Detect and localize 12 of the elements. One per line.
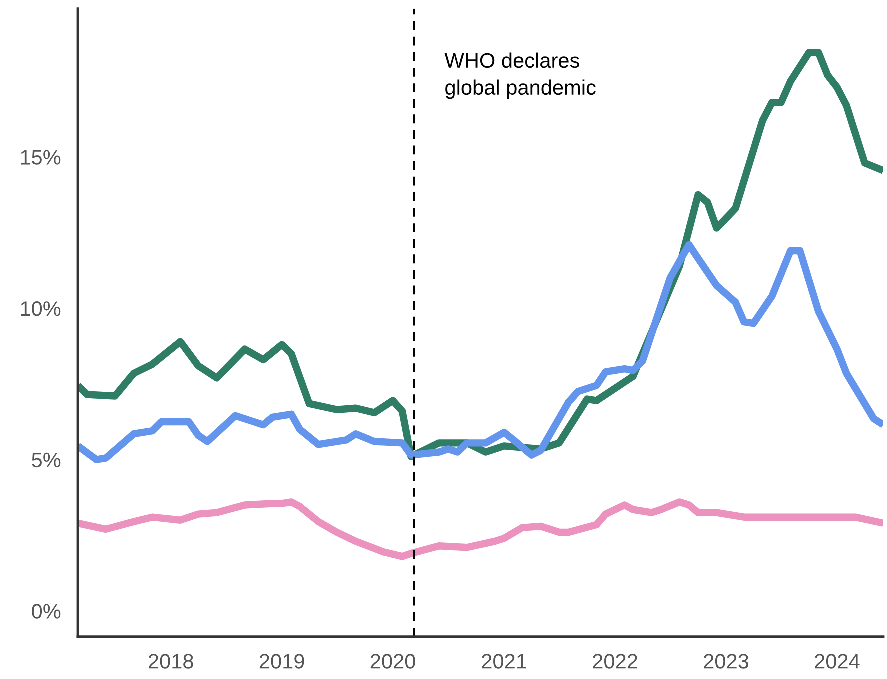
y-tick-label: 15%	[21, 150, 61, 165]
x-tick-label: 2021	[482, 654, 526, 669]
x-tick-label: 2023	[704, 654, 749, 669]
x-tick-label: 2020	[370, 654, 416, 669]
x-tick-label: 2018	[148, 654, 194, 669]
x-tick-label: 2019	[260, 654, 304, 669]
x-tick-label: 2022	[593, 654, 638, 669]
y-tick-label: 5%	[32, 452, 61, 468]
y-tick-label: 10%	[21, 301, 61, 316]
y-tick-label: 0%	[32, 604, 61, 619]
ref-line-label: WHO declares global pandemic	[444, 52, 596, 100]
x-tick-label: 2024	[815, 654, 860, 669]
